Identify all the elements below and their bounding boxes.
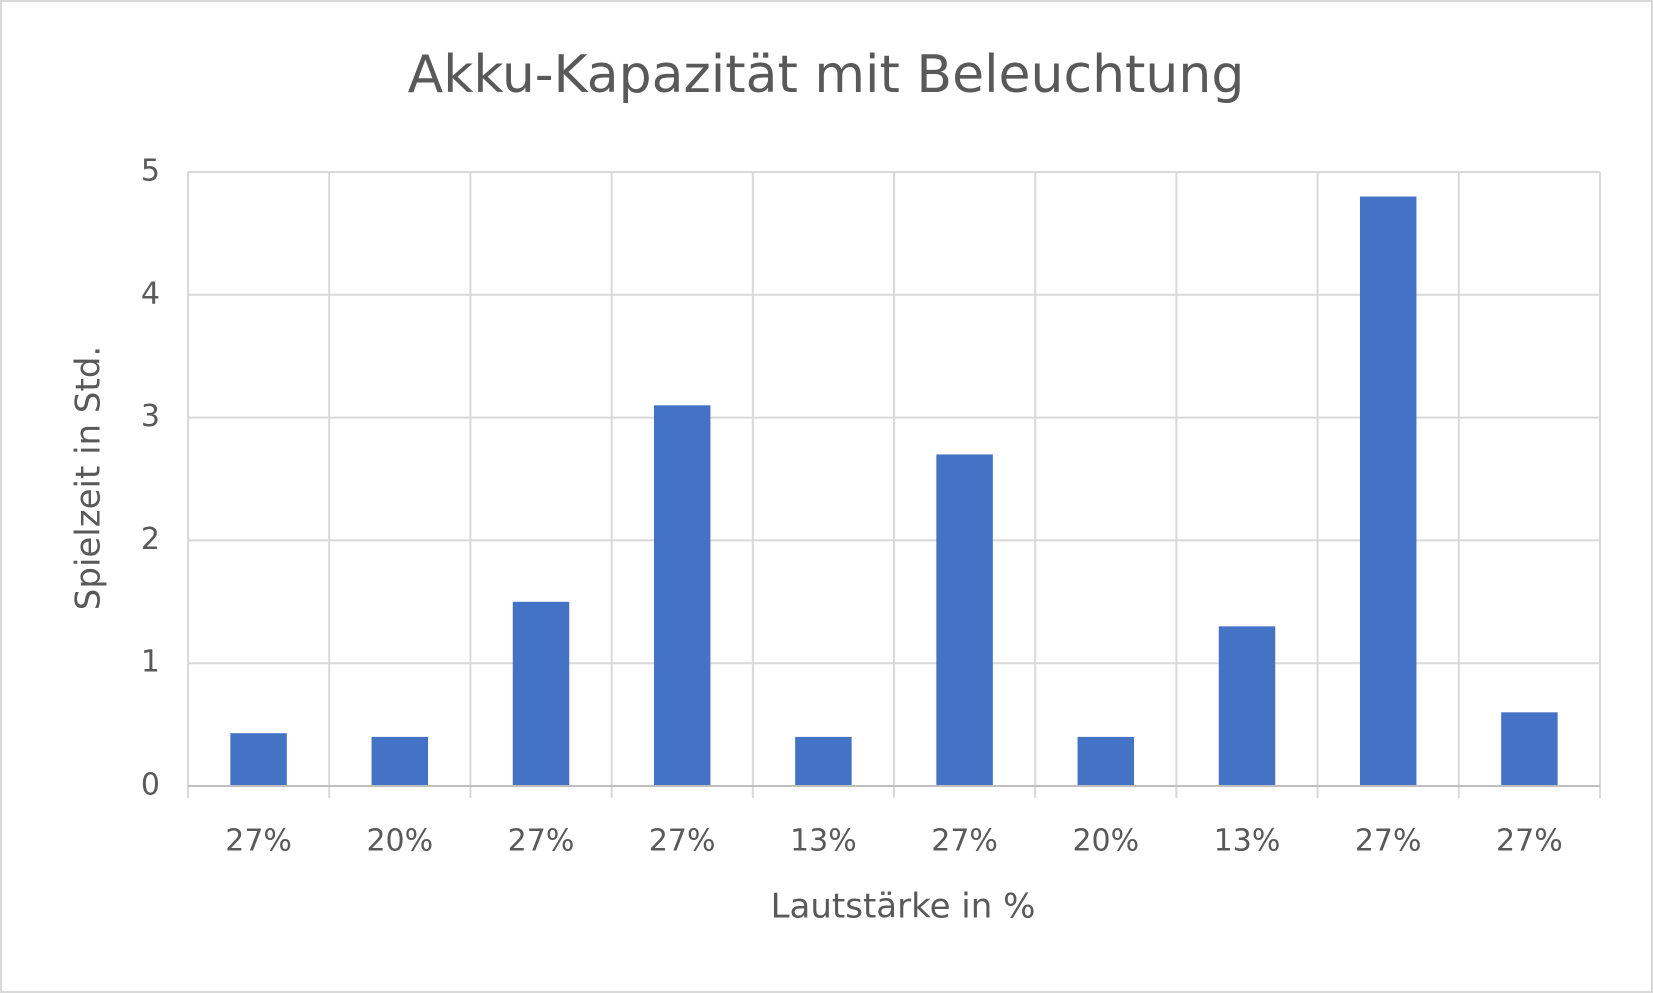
y-tick-label: 3: [141, 399, 160, 434]
bar: [795, 736, 852, 786]
bar: [512, 601, 570, 786]
bar: [230, 733, 287, 786]
bar: [1501, 712, 1558, 786]
y-axis-title: Spielzeit in Std.: [69, 346, 109, 610]
x-tick-label: 27%: [649, 824, 716, 859]
x-tick-label: 20%: [1072, 824, 1139, 859]
bar: [653, 405, 711, 786]
x-tick-label: 27%: [1496, 824, 1563, 859]
bar: [1218, 626, 1276, 786]
chart-title: Akku-Kapazität mit Beleuchtung: [408, 45, 1245, 105]
y-tick-label: 1: [141, 645, 160, 680]
x-tick-label: 13%: [790, 824, 857, 859]
y-tick-label: 2: [141, 522, 160, 557]
x-tick-label: 13%: [1214, 824, 1281, 859]
bar: [1077, 736, 1135, 786]
x-tick-label: 27%: [931, 824, 998, 859]
x-tick-label: 27%: [225, 824, 292, 859]
y-tick-label: 0: [141, 768, 160, 803]
y-tick-label: 5: [141, 154, 160, 189]
x-tick-label: 27%: [508, 824, 575, 859]
y-tick-label: 4: [141, 276, 160, 311]
bar: [371, 736, 429, 786]
bar: [1359, 196, 1417, 786]
x-tick-label: 27%: [1355, 824, 1422, 859]
x-axis-title: Lautstärke in %: [771, 887, 1036, 927]
bar: [936, 454, 993, 786]
x-tick-label: 20%: [366, 824, 433, 859]
